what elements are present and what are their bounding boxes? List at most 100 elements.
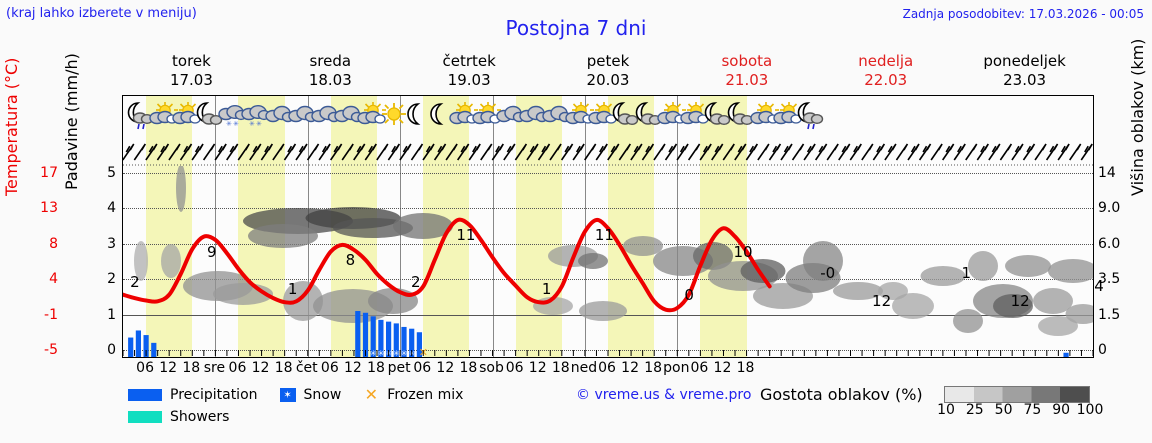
day-date: 23.03 <box>1003 71 1047 89</box>
x-tick-0: 06 <box>136 360 155 376</box>
svg-text:✳: ✳ <box>393 349 400 357</box>
day-separator-2 <box>307 166 309 357</box>
day-name: petek <box>586 52 630 70</box>
x-tick-16: 06 <box>505 360 524 376</box>
day-header-5: nedelja 22.03 <box>816 52 955 92</box>
temperature-label-4: 2 <box>411 272 421 291</box>
day-separator-4 <box>492 136 494 166</box>
precipitation-tick-4: 1 <box>107 306 116 323</box>
x-tick-3: sre <box>203 360 226 376</box>
day-header-1: sreda 18.03 <box>261 52 400 92</box>
temperature-line <box>123 217 772 313</box>
x-tick-11: pet <box>387 360 411 376</box>
cloud-height-tick-5: 0 <box>1098 342 1107 358</box>
copyright-link[interactable]: © vreme.us & vreme.pro <box>576 387 752 403</box>
weather-icon-night-cloud <box>610 102 640 126</box>
precipitation-tick-0: 5 <box>107 165 116 181</box>
temperature-label-6: 1 <box>541 280 552 299</box>
x-tick-15: sob <box>479 360 504 376</box>
x-tick-14: 18 <box>459 360 478 376</box>
legend-precipitation: Precipitation <box>128 387 258 403</box>
x-tick-18: 18 <box>551 360 570 376</box>
temperature-label-3: 8 <box>345 250 356 269</box>
cloud-density-tick-3: 75 <box>1023 402 1042 418</box>
showers-swatch <box>128 411 162 423</box>
temperature-label-14: 4 <box>1094 277 1104 296</box>
gridline-0 <box>123 173 1093 174</box>
gridline-2 <box>123 243 1093 245</box>
gridline-3 <box>123 279 1093 281</box>
weather-icon-sun-cloud <box>148 102 180 126</box>
legend-frozen-mix: ✕ Frozen mix <box>363 385 464 404</box>
day-date: 19.03 <box>447 71 491 89</box>
day-separator-1 <box>215 166 217 357</box>
weather-icon-cloud-snow: ✳ ✳ <box>240 102 271 130</box>
temperature-tick-3: 4 <box>49 271 58 288</box>
weather-icon-moon <box>402 102 424 126</box>
x-tick-2: 18 <box>182 360 201 376</box>
day-date: 21.03 <box>725 71 769 89</box>
day-header-0: torek 17.03 <box>122 52 261 92</box>
temperature-tick-1: 13 <box>40 200 58 217</box>
cloud-density-ticks: 10 25 50 75 90 100 <box>930 402 1110 420</box>
weather-icon-sun-cloud <box>656 102 688 126</box>
day-name: četrtek <box>442 52 496 70</box>
cloud-density-title: Gostota oblakov (%) <box>760 385 923 404</box>
day-name: torek <box>172 52 211 70</box>
day-name: sreda <box>309 52 352 70</box>
day-date: 17.03 <box>169 71 213 89</box>
day-separator-3 <box>400 96 402 136</box>
last-updated-label: Zadnja posodobitev: 17.03.2026 - 00:05 <box>902 7 1144 21</box>
temperature-label-8: 0 <box>684 286 694 304</box>
legend-snow-label: Snow <box>303 387 342 403</box>
legend-showers: Showers <box>128 409 229 425</box>
cloud-height-tick-0: 14 <box>1098 165 1116 181</box>
temperature-label-1: 9 <box>207 242 217 261</box>
cloud-height-tick-1: 9.0 <box>1098 200 1121 217</box>
day-header-3: petek 20.03 <box>539 52 678 92</box>
day-header-4: sobota 21.03 <box>677 52 816 92</box>
legend-frozen-mix-label: Frozen mix <box>387 387 464 403</box>
weather-icon-moon <box>425 102 447 126</box>
temperature-label-5: 11 <box>456 225 476 244</box>
x-axis-tick-labels: 06 12 18 sre 06 12 18 čet 06 12 18 pet 06 12 18 sob 06 12… <box>122 360 1094 378</box>
precipitation-swatch <box>128 389 162 401</box>
temperature-label-12: 1 <box>961 264 972 283</box>
legend-snow: ✶ Snow <box>279 387 342 403</box>
day-separator-3 <box>400 166 402 357</box>
snow-swatch: ✶ <box>279 388 296 402</box>
weather-icon-sun-cloud <box>448 102 480 126</box>
daylight-band-3 <box>423 166 470 357</box>
precipitation-tick-3: 2 <box>107 271 116 288</box>
x-tick-26: 18 <box>736 360 755 376</box>
svg-text:✳: ✳ <box>378 349 385 357</box>
legend-showers-label: Showers <box>170 409 230 425</box>
temperature-axis-ticks: 17 13 8 4 -1 -5 <box>18 166 58 357</box>
weather-icon-cloud <box>518 102 548 126</box>
cloud-density-field <box>134 166 1093 336</box>
temperature-label-13: 12 <box>1010 292 1030 311</box>
x-tick-23: pon <box>663 360 690 376</box>
temperature-tick-0: 17 <box>40 165 58 181</box>
x-tick-1: 12 <box>159 360 178 376</box>
temperature-label-2: 1 <box>287 280 298 299</box>
x-tick-21: 12 <box>621 360 640 376</box>
temperature-tick-4: -1 <box>44 306 58 323</box>
legend-precipitation-label: Precipitation <box>170 387 258 403</box>
x-tick-5: 12 <box>251 360 270 376</box>
day-date: 18.03 <box>308 71 352 89</box>
weather-icon-sun <box>379 102 409 126</box>
precipitation-axis-ticks: 5 4 3 2 1 0 <box>84 166 116 357</box>
frozen-mix-icon: ✕ <box>364 385 378 404</box>
cloud-density-tick-2: 50 <box>994 402 1013 418</box>
cloud-density-tick-0: 10 <box>937 402 955 418</box>
svg-text:✳: ✳ <box>233 120 239 128</box>
precipitation-tick-5: 0 <box>107 342 116 358</box>
weather-icon-sun-cloud <box>471 102 503 126</box>
x-tick-9: 12 <box>344 360 362 376</box>
day-separator-6 <box>677 136 679 166</box>
weather-icon-sun-cloud <box>356 102 388 126</box>
weather-icon-night-cloud <box>194 102 224 126</box>
x-axis-ticks <box>123 350 1093 356</box>
